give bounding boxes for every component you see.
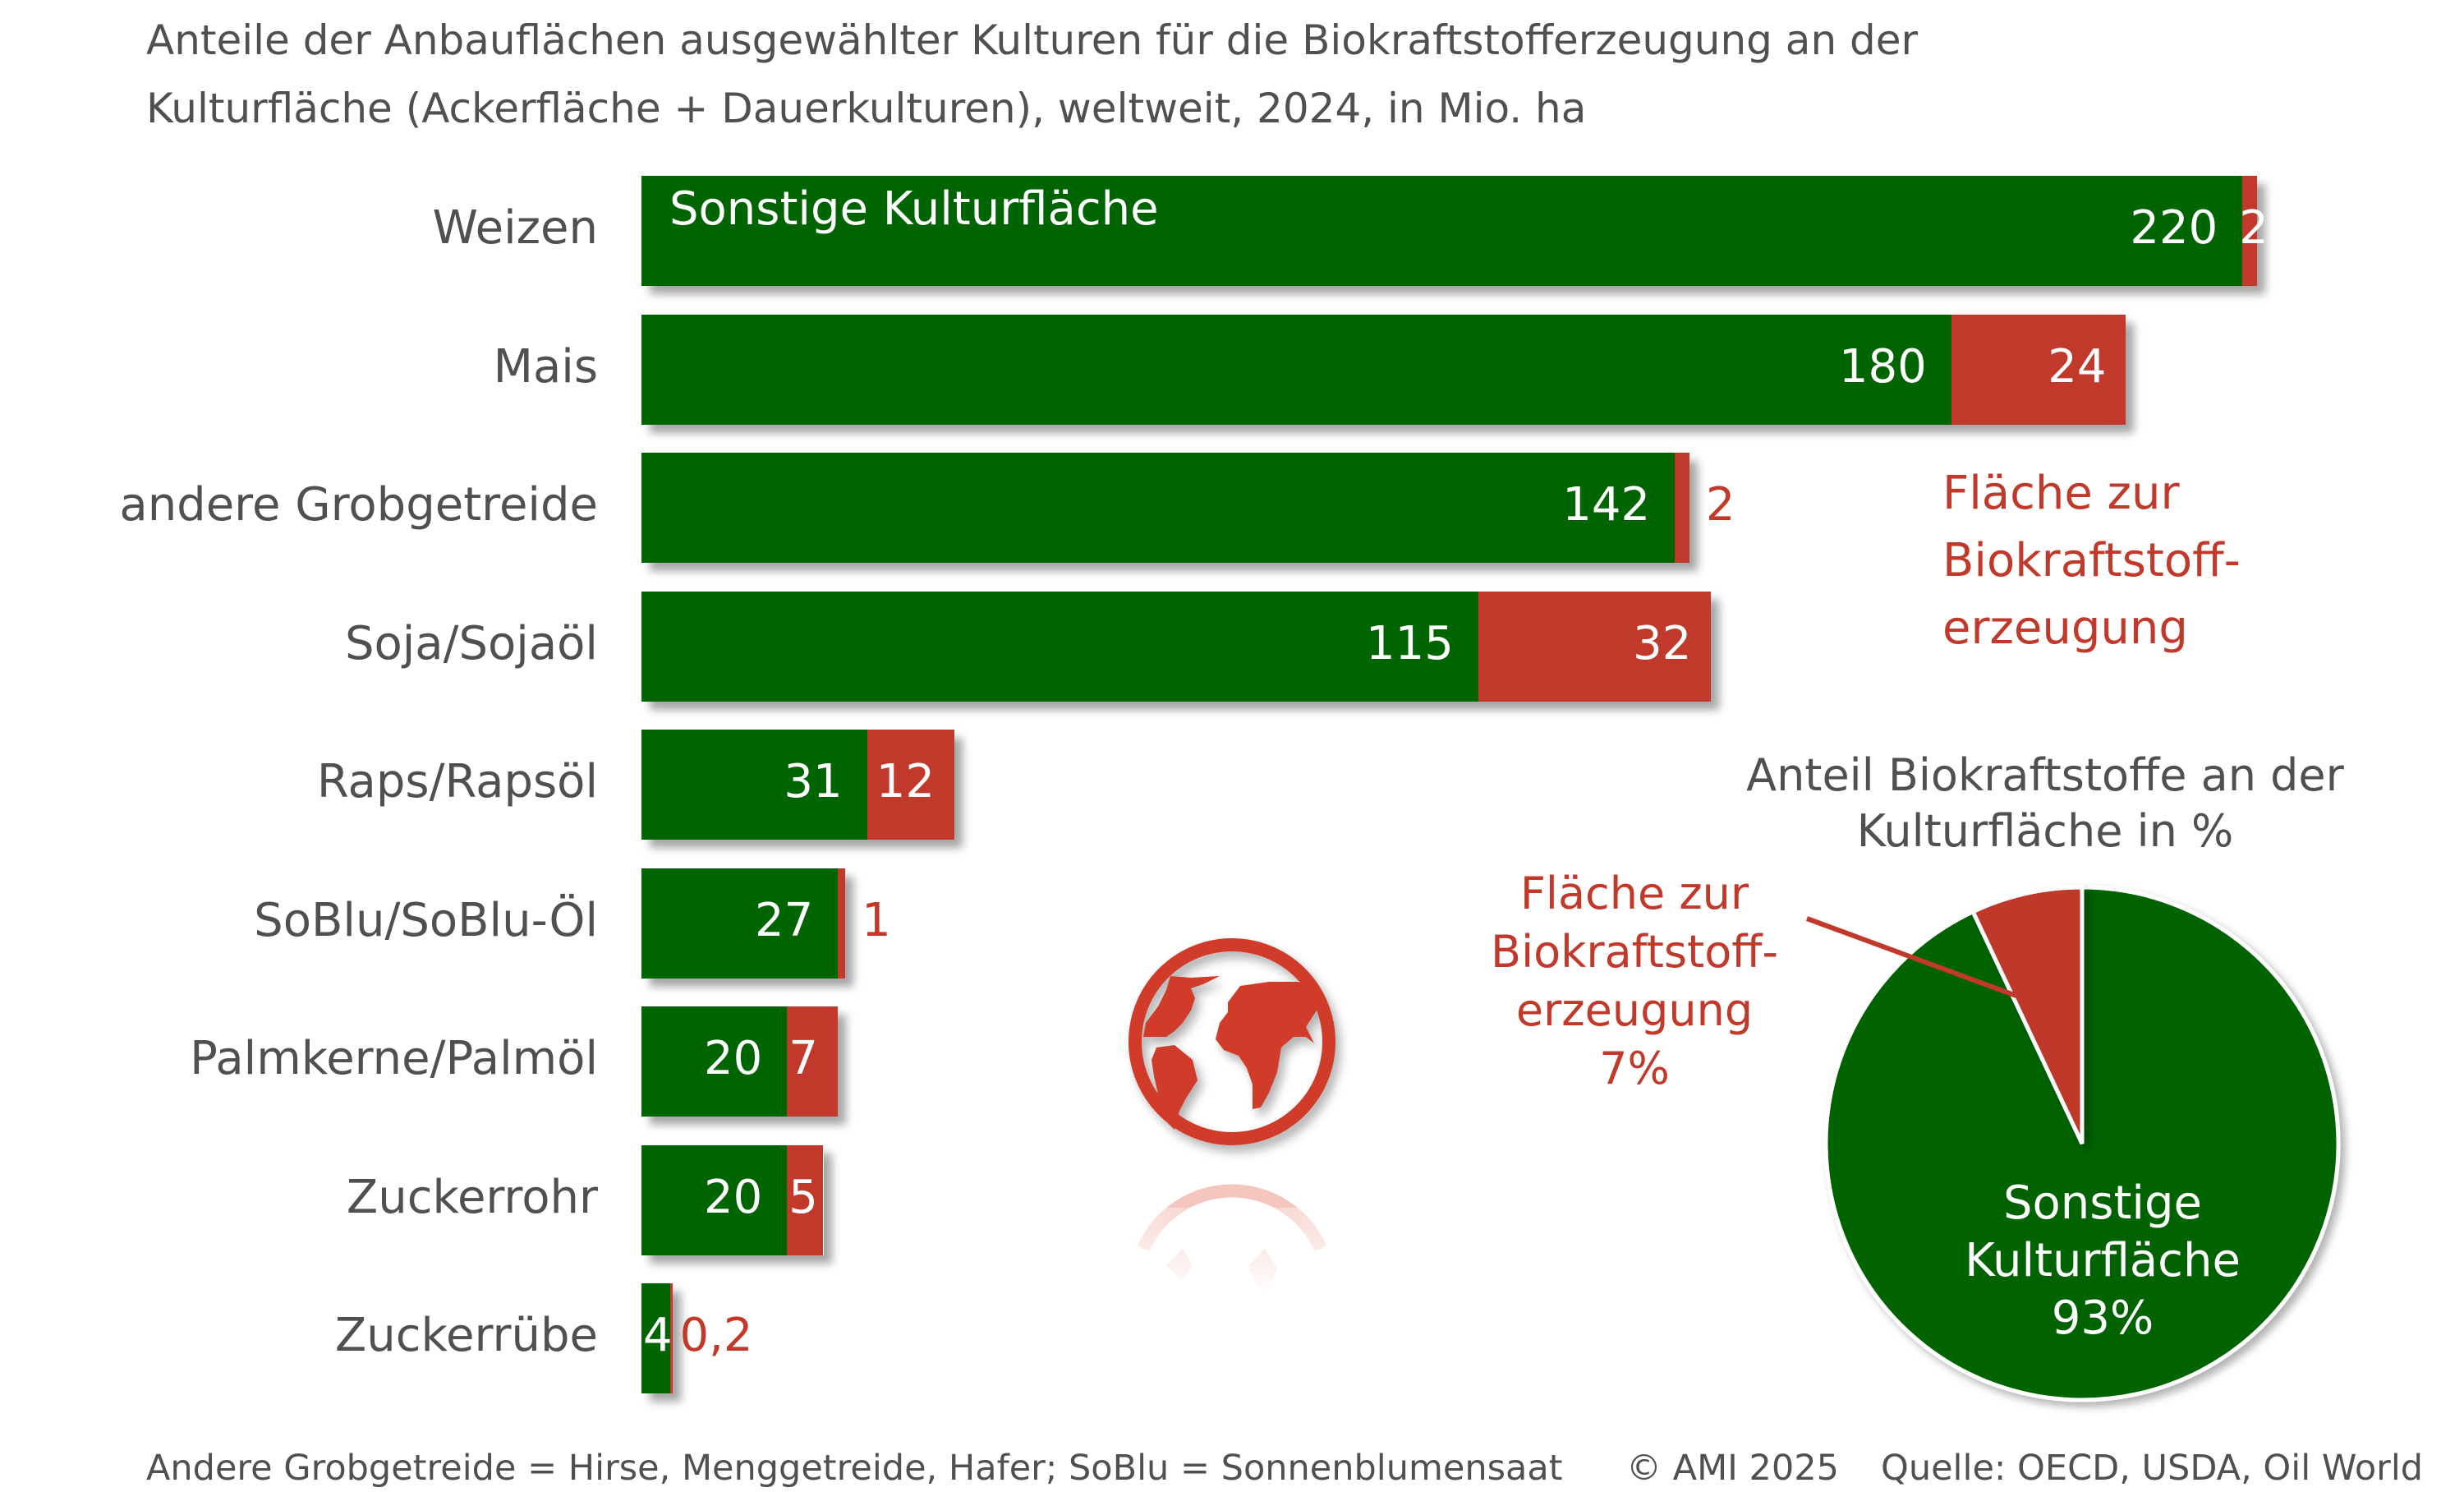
value-label-biofuel: 2 — [2239, 201, 2269, 255]
pie-label-biofuel-line-3: erzeugung — [1515, 984, 1754, 1036]
bar-row — [641, 868, 846, 979]
pie-slice-biofuel — [1970, 885, 2085, 1145]
bar-row — [641, 730, 954, 840]
bar-segment-other — [641, 176, 2243, 286]
category-label: Mais — [493, 339, 598, 394]
chart-title-line-2: Kulturfläche (Ackerfläche + Dauerkulture… — [146, 85, 1587, 132]
bar-row — [641, 591, 1712, 702]
bar-segment-other — [641, 453, 1676, 563]
bar-segment-biofuel — [1675, 453, 1689, 563]
bar-segment-biofuel — [838, 868, 846, 979]
value-label-other: 31 — [784, 755, 843, 808]
pie-label-biofuel: Fläche zur Biokraftstoff- erzeugung 7% — [1454, 864, 1815, 1098]
bar-row — [641, 453, 1689, 563]
bar-segment-other — [641, 868, 839, 979]
bar-segment-other — [641, 730, 867, 840]
globe-reflection — [1137, 1184, 1327, 1290]
value-label-other: 27 — [754, 893, 814, 947]
bar-segment-biofuel — [1951, 314, 2126, 425]
value-label-biofuel: 1 — [862, 893, 891, 947]
legend-red-note-line-2: Biokraftstoff- — [1942, 534, 2241, 587]
globe-main — [1129, 938, 1335, 1145]
pie-label-other-line-1: Sonstige — [2003, 1177, 2202, 1230]
pie-label-other-line-2: Kulturfläche — [1965, 1234, 2241, 1287]
bar-segment-biofuel — [670, 1283, 673, 1393]
pie-label-other-percent: 93% — [2051, 1292, 2154, 1345]
value-label-other: 20 — [703, 1170, 763, 1224]
category-label: Weizen — [432, 201, 598, 255]
legend-in-bar-label: Sonstige Kulturfläche — [669, 182, 1159, 236]
bar-segment-biofuel — [787, 1144, 824, 1255]
bar-row — [641, 176, 2257, 286]
value-label-other: 180 — [1838, 339, 1927, 394]
footer-copyright: © AMI 2025 — [1626, 1448, 1839, 1489]
pie-title: Anteil Biokraftstoffe an der Kulturfläch… — [1676, 748, 2415, 859]
chart-title-line-1: Anteile der Anbauflächen ausgewählter Ku… — [146, 16, 1919, 64]
bar-segment-other — [641, 1144, 788, 1255]
category-label: Soja/Sojaöl — [344, 616, 598, 670]
bar-segment-biofuel — [2242, 176, 2257, 286]
value-label-biofuel: 12 — [876, 755, 935, 808]
bar-row — [641, 1283, 673, 1393]
footer-note: Andere Grobgetreide = Hirse, Menggetreid… — [146, 1448, 1563, 1489]
category-label: andere Grobgetreide — [119, 478, 598, 532]
pie-leader-line — [1805, 916, 2018, 998]
value-label-biofuel: 7 — [788, 1032, 818, 1085]
value-label-biofuel: 24 — [2048, 339, 2107, 394]
value-label-biofuel: 2 — [1705, 478, 1735, 532]
bar-segment-other — [641, 1006, 788, 1117]
bar-row — [641, 314, 2126, 425]
category-label: Zuckerrübe — [334, 1309, 598, 1362]
legend-red-note: Fläche zur Biokraftstoff- erzeugung — [1942, 460, 2241, 662]
category-label: Palmkerne/Palmöl — [190, 1032, 598, 1085]
legend-red-note-line-3: erzeugung — [1942, 601, 2188, 655]
bar-row — [641, 1006, 839, 1117]
bar-segment-biofuel — [867, 730, 954, 840]
category-label: Zuckerrohr — [346, 1170, 598, 1224]
pie-label-biofuel-line-1: Fläche zur — [1519, 868, 1749, 919]
pie-title-line-2: Kulturfläche in % — [1856, 805, 2234, 857]
value-label-other: 20 — [703, 1032, 763, 1085]
pie-label-other: Sonstige Kulturfläche 93% — [1856, 1175, 2349, 1347]
pie-label-biofuel-percent: 7% — [1599, 1043, 1670, 1094]
category-label: SoBlu/SoBlu-Öl — [254, 893, 598, 947]
footer-source: Quelle: OECD, USDA, Oil World — [1881, 1448, 2424, 1489]
value-label-other: 115 — [1366, 616, 1454, 670]
legend-red-note-line-1: Fläche zur — [1942, 467, 2180, 520]
pie-title-line-1: Anteil Biokraftstoffe an der — [1746, 749, 2344, 801]
chart-title: Anteile der Anbauflächen ausgewählter Ku… — [146, 7, 2364, 143]
value-label-other: 4 — [643, 1309, 673, 1362]
value-label-other: 220 — [2130, 201, 2218, 255]
bar-segment-biofuel — [1478, 591, 1712, 702]
pie-label-biofuel-line-2: Biokraftstoff- — [1491, 926, 1778, 978]
value-label-biofuel: 5 — [788, 1170, 818, 1224]
bar-row — [641, 1144, 824, 1255]
category-label: Raps/Rapsöl — [316, 755, 598, 808]
bar-segment-other — [641, 1283, 671, 1393]
bar-segment-biofuel — [787, 1006, 839, 1117]
bar-segment-other — [641, 591, 1478, 702]
value-label-biofuel: 32 — [1633, 616, 1692, 670]
bar-segment-other — [641, 314, 1951, 425]
value-label-other: 142 — [1562, 478, 1651, 532]
value-label-biofuel: 0,2 — [679, 1309, 753, 1362]
